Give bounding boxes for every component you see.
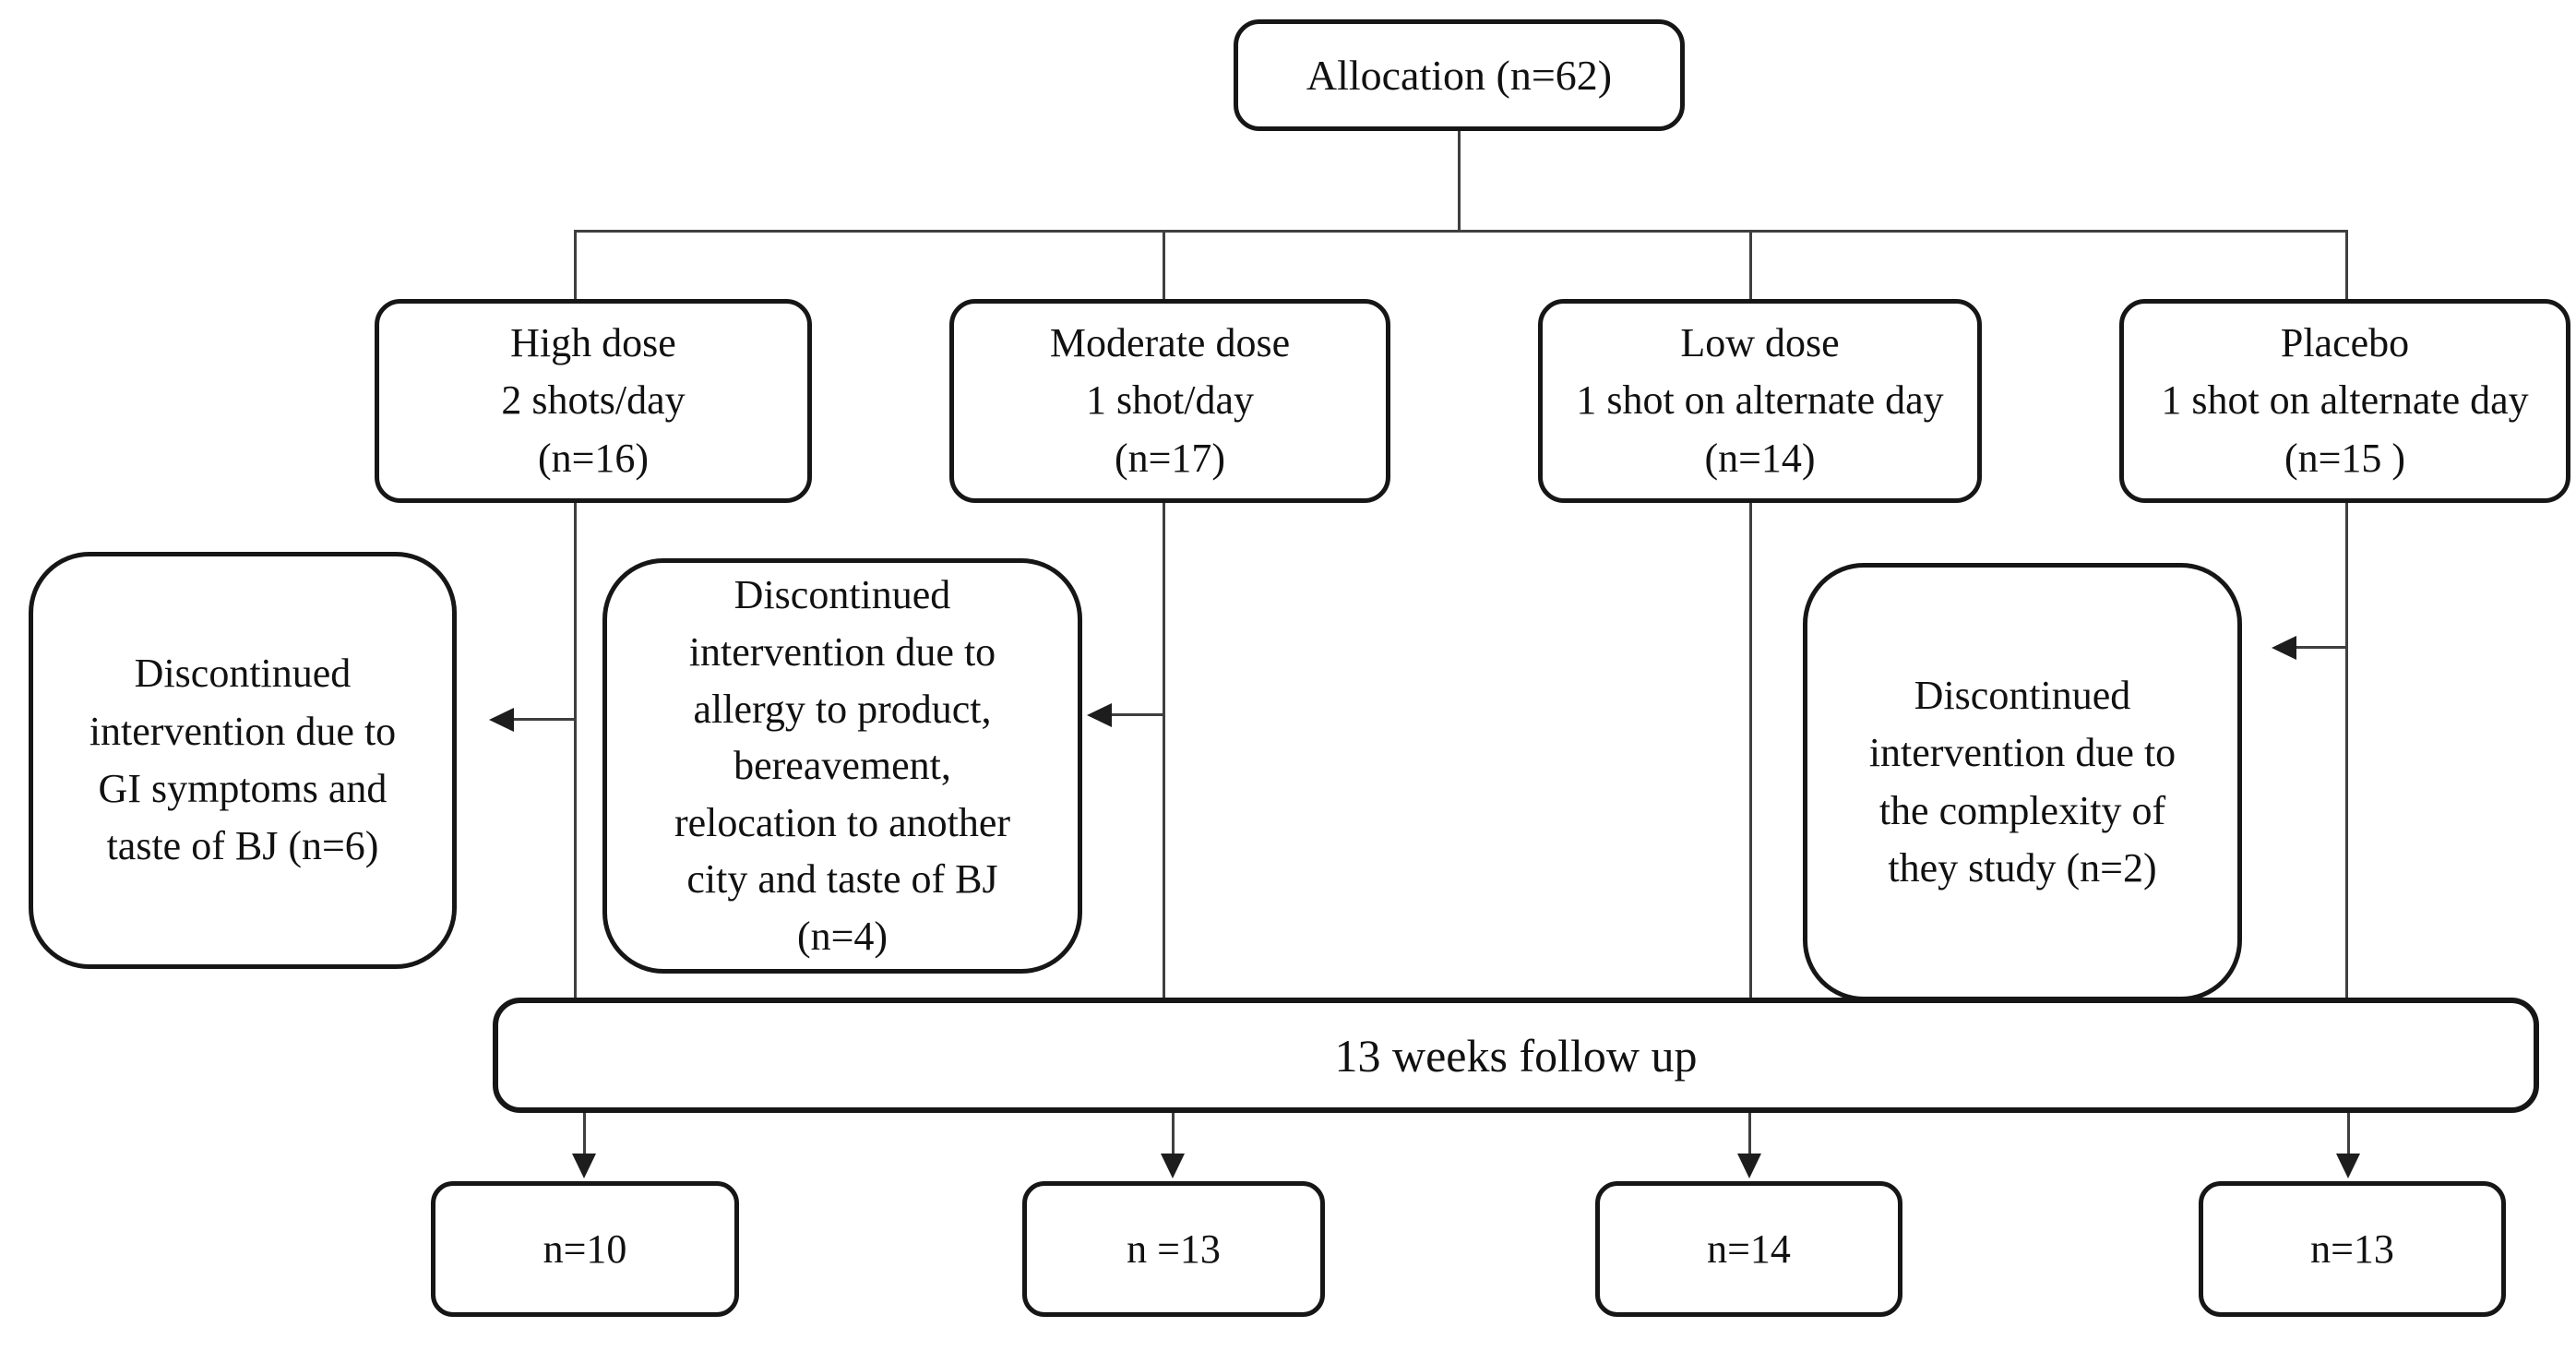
- connector-drop-placebo: [2345, 231, 2348, 301]
- outcome-label: n =13: [1127, 1226, 1221, 1272]
- column-line-moderate: [1163, 501, 1165, 999]
- discontinued-text-line: intervention due to: [1868, 730, 2176, 776]
- column-line-placebo: [2345, 501, 2348, 999]
- discontinued-text-line: city and taste of BJ: [686, 856, 998, 903]
- arm-label-line: (n=17): [1114, 435, 1226, 481]
- arm-box-moderate-dose: Moderate dose 1 shot/day (n=17): [949, 299, 1390, 503]
- discontinued-text-line: Discontinued: [1914, 672, 2131, 718]
- outcome-label: n=13: [2310, 1226, 2394, 1272]
- arrow-line-discontinued-moderate: [1111, 713, 1164, 716]
- discontinued-text-line: intervention due to: [89, 708, 397, 754]
- arm-label-line: 1 shot on alternate day: [2161, 377, 2529, 424]
- discontinued-box-high-dose: Discontinued intervention due to GI symp…: [29, 552, 457, 969]
- discontinued-text-line: relocation to another: [674, 799, 1011, 845]
- outcome-box-high-dose: n=10: [431, 1181, 739, 1317]
- arm-label-line: Moderate dose: [1049, 319, 1291, 365]
- column-line-low: [1749, 501, 1752, 999]
- outcome-line-high: [583, 1111, 586, 1155]
- outcome-label: n=14: [1707, 1226, 1791, 1272]
- arrowhead-discontinued-high: [489, 708, 514, 732]
- arrow-line-discontinued-placebo: [2296, 646, 2347, 649]
- arm-label-line: (n=16): [537, 435, 650, 481]
- connector-allocation-drop: [1458, 131, 1461, 233]
- outcome-box-placebo: n=13: [2199, 1181, 2506, 1317]
- arrowhead-discontinued-placebo: [2272, 636, 2296, 660]
- outcome-label: n=10: [543, 1226, 627, 1272]
- arm-box-placebo: Placebo 1 shot on alternate day (n=15 ): [2119, 299, 2570, 503]
- allocation-label: Allocation (n=62): [1306, 52, 1613, 99]
- discontinued-text-line: taste of BJ (n=6): [106, 823, 379, 869]
- connector-branch-bar: [574, 230, 2348, 233]
- column-line-high: [574, 501, 577, 999]
- follow-up-label: 13 weeks follow up: [1334, 1029, 1698, 1082]
- discontinued-box-placebo: Discontinued intervention due to the com…: [1803, 563, 2242, 1001]
- arm-label-line: (n=14): [1704, 435, 1816, 481]
- allocation-box: Allocation (n=62): [1234, 19, 1685, 131]
- outcome-line-placebo: [2347, 1111, 2350, 1155]
- discontinued-text-line: they study (n=2): [1888, 844, 2157, 891]
- outcome-box-moderate-dose: n =13: [1022, 1181, 1325, 1317]
- connector-drop-moderate: [1163, 231, 1165, 301]
- arm-label-line: (n=15 ): [2284, 435, 2406, 481]
- arrowhead-discontinued-moderate: [1087, 703, 1112, 727]
- arm-label-line: 1 shot/day: [1085, 377, 1255, 424]
- arm-box-low-dose: Low dose 1 shot on alternate day (n=14): [1538, 299, 1982, 503]
- outcome-line-moderate: [1172, 1111, 1175, 1155]
- discontinued-box-moderate-dose: Discontinued intervention due to allergy…: [602, 558, 1082, 974]
- arm-label-line: Low dose: [1680, 319, 1840, 365]
- outcome-arrowhead-high: [572, 1154, 596, 1178]
- outcome-line-low: [1748, 1111, 1751, 1155]
- arm-label-line: 2 shots/day: [501, 377, 686, 424]
- outcome-arrowhead-low: [1737, 1154, 1761, 1178]
- discontinued-text-line: (n=4): [796, 913, 888, 959]
- discontinued-text-line: the complexity of: [1878, 787, 2166, 833]
- outcome-arrowhead-moderate: [1161, 1154, 1185, 1178]
- connector-drop-low: [1749, 231, 1752, 301]
- follow-up-bar: 13 weeks follow up: [493, 998, 2539, 1113]
- arm-label-line: 1 shot on alternate day: [1576, 377, 1944, 424]
- discontinued-text-line: Discontinued: [733, 572, 951, 618]
- arrow-line-discontinued-high: [513, 718, 575, 721]
- connector-drop-high: [574, 231, 577, 301]
- discontinued-text-line: intervention due to: [688, 629, 996, 676]
- arm-box-high-dose: High dose 2 shots/day (n=16): [375, 299, 812, 503]
- outcome-arrowhead-placebo: [2336, 1154, 2360, 1178]
- discontinued-text-line: allergy to product,: [693, 686, 992, 732]
- arm-label-line: Placebo: [2280, 319, 2410, 365]
- discontinued-text-line: GI symptoms and: [98, 766, 388, 811]
- discontinued-text-line: Discontinued: [134, 651, 352, 697]
- outcome-box-low-dose: n=14: [1595, 1181, 1902, 1317]
- arm-label-line: High dose: [510, 319, 676, 365]
- discontinued-text-line: bereavement,: [733, 743, 951, 789]
